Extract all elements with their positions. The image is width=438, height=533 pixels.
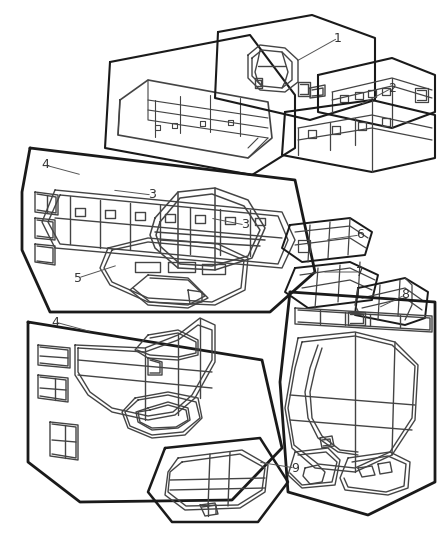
Text: 3: 3 bbox=[148, 189, 156, 201]
Text: 2: 2 bbox=[388, 82, 396, 94]
Text: 3: 3 bbox=[241, 219, 249, 231]
Text: 7: 7 bbox=[356, 265, 364, 279]
Text: 1: 1 bbox=[334, 31, 342, 44]
Text: 8: 8 bbox=[401, 288, 409, 302]
Text: 5: 5 bbox=[74, 271, 82, 285]
Text: 6: 6 bbox=[356, 229, 364, 241]
Text: 4: 4 bbox=[51, 316, 59, 328]
Text: 9: 9 bbox=[291, 462, 299, 474]
Text: 4: 4 bbox=[41, 158, 49, 172]
